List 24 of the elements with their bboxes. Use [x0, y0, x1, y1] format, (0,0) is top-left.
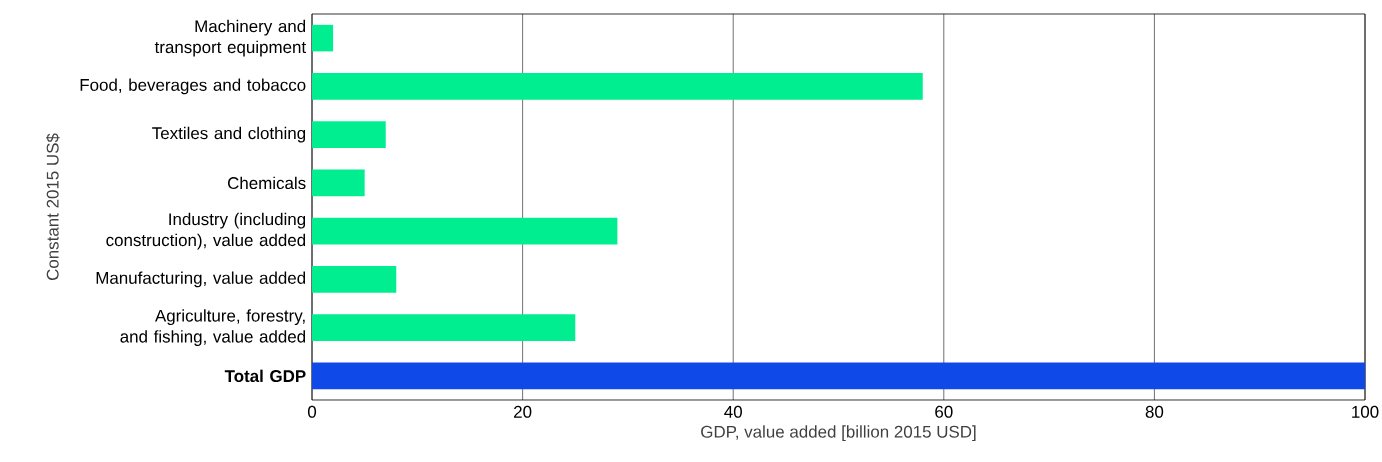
bar: [312, 217, 618, 245]
y-tick-label: Textiles and clothing: [152, 126, 306, 143]
bar: [312, 73, 923, 100]
x-tick-label: 0: [307, 405, 317, 418]
y-tick-label: Chemicals: [227, 176, 306, 190]
x-tick-label: 100: [1352, 405, 1379, 418]
bar: [312, 169, 365, 197]
x-tick-label: 40: [724, 405, 742, 418]
x-tick-label: 80: [1145, 405, 1164, 418]
y-tick-label: Food, beverages and tobacco: [80, 78, 306, 95]
x-tick-label: 20: [514, 405, 532, 418]
y-tick-label: Industry (including construction), value added: [106, 212, 306, 250]
y-tick-label: Manufacturing, value added: [96, 271, 306, 288]
x-tick-label: 60: [935, 405, 953, 418]
y-tick-label: Total GDP: [224, 369, 306, 383]
bar: [312, 24, 334, 52]
x-axis-title: GDP, value added [billion 2015 USD]: [701, 425, 976, 442]
bar: [312, 121, 386, 148]
bar: [312, 362, 1366, 390]
y-axis-title: Constant 2015 US$: [45, 133, 60, 281]
y-tick-label: Agriculture, forestry, and fishing, value added: [120, 309, 306, 346]
y-tick-label: Machinery and transport equipment: [154, 19, 307, 57]
bar: [312, 314, 576, 341]
bar: [312, 266, 397, 293]
